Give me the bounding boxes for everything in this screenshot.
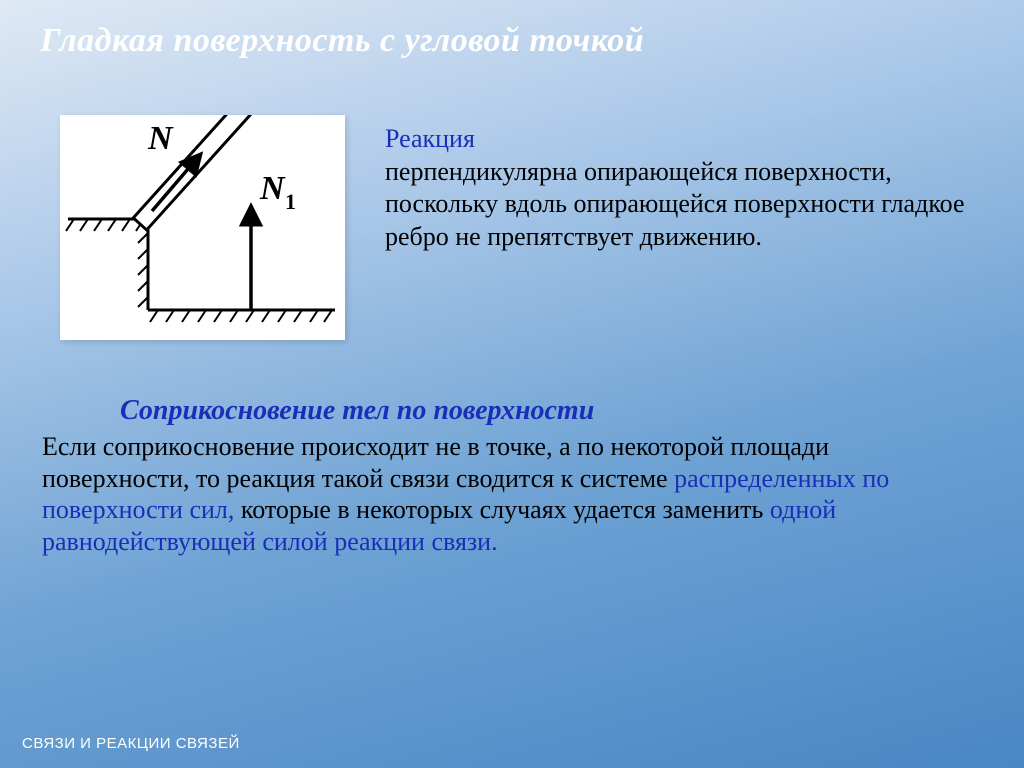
- slide-title: Гладкая поверхность с угловой точкой: [40, 22, 984, 60]
- paragraph-1: Реакция перпендикулярна опирающейся пове…: [385, 115, 984, 253]
- diagram-svg: N N 1: [60, 115, 345, 340]
- label-n: N: [147, 120, 174, 157]
- subheading: Соприкосновение тел по поверхности: [120, 395, 984, 427]
- para1-lead: Реакция: [385, 124, 475, 153]
- slide: Гладкая поверхность с угловой точкой: [0, 0, 1024, 768]
- label-n1-sub: 1: [285, 189, 296, 214]
- para1-rest: перпендикулярна опирающейся поверхности,…: [385, 157, 965, 251]
- diagram: N N 1: [60, 115, 345, 340]
- label-n1: N: [259, 170, 286, 207]
- footer-text: СВЯЗИ И РЕАКЦИИ СВЯЗЕЙ: [22, 735, 240, 752]
- para2-t2: которые в некоторых случаях удается заме…: [234, 495, 769, 524]
- content-row: N N 1 Реакция перпендикулярна опирающейс…: [40, 115, 984, 340]
- paragraph-2: Если соприкосновение происходит не в точ…: [40, 431, 984, 558]
